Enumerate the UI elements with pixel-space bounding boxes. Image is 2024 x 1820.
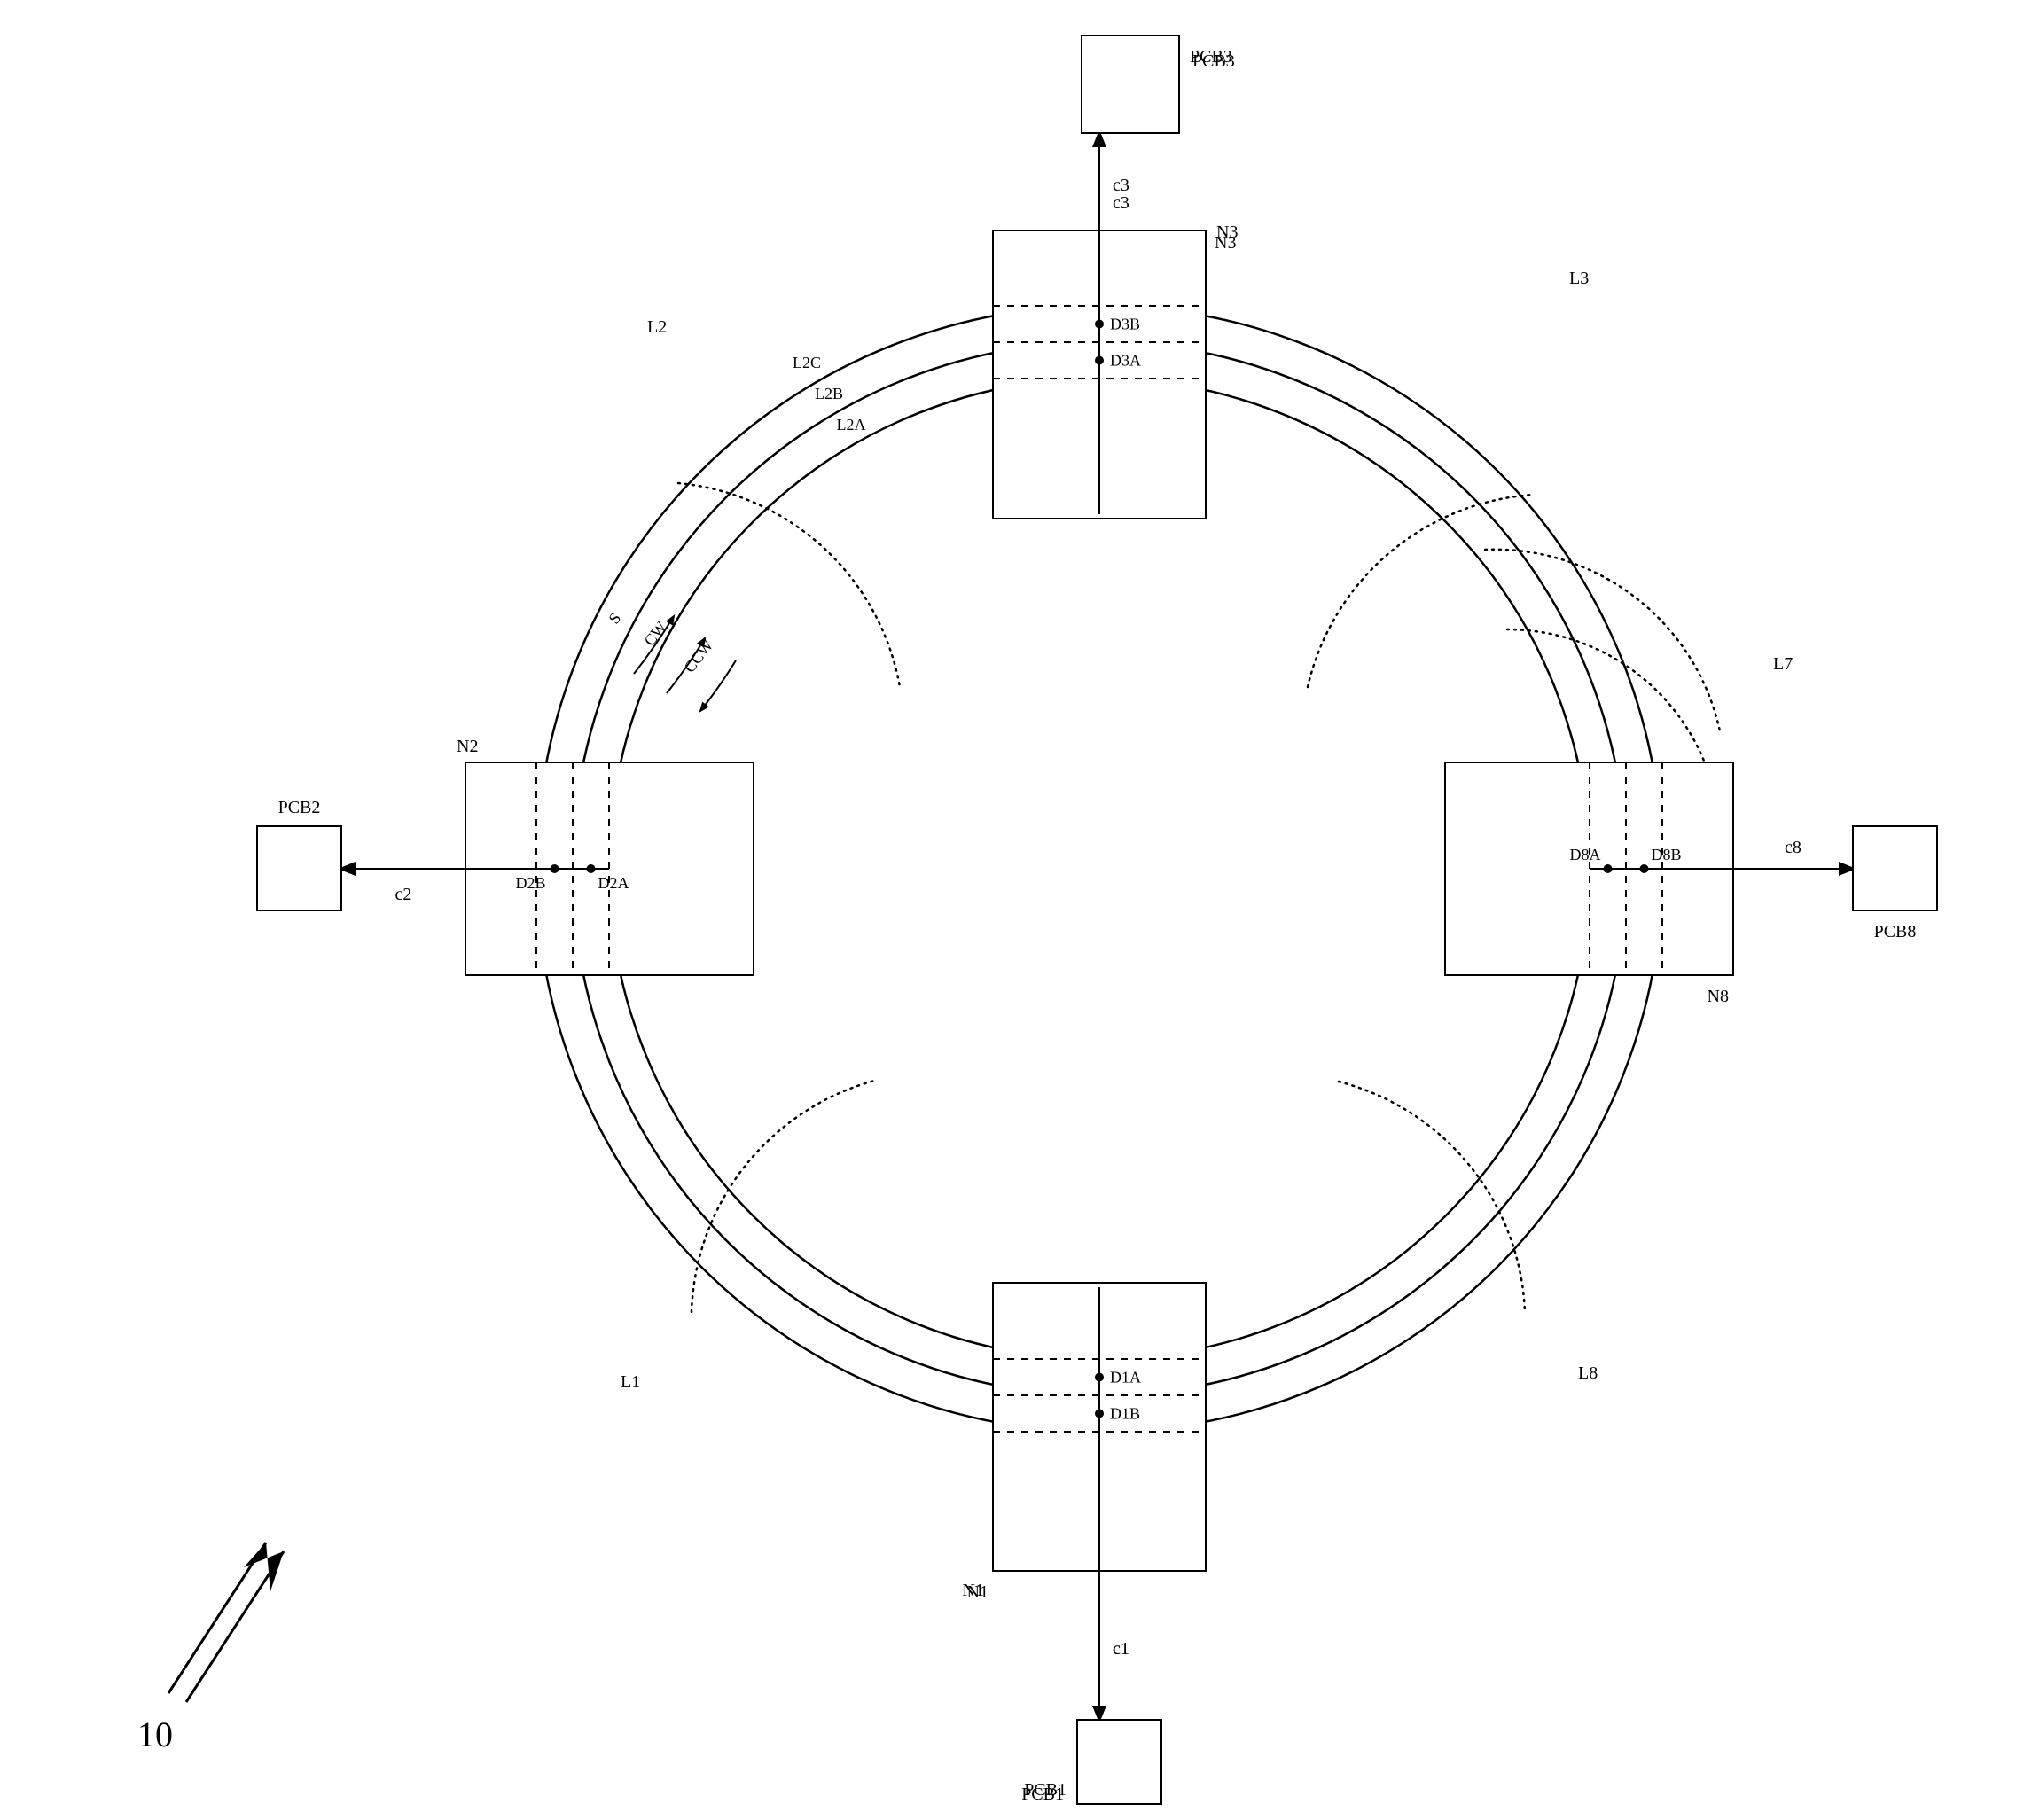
svg-text:c3: c3 bbox=[1113, 176, 1129, 195]
pcb-N8 bbox=[1853, 826, 1937, 910]
ring-network-diagram: D3A D3B D1A D1B D2B D2A D8A D8B S CW CCW N3 c3 PCB3… bbox=[0, 0, 2024, 1820]
dir-label-CW: CW bbox=[640, 618, 670, 649]
svg-text:c2: c2 bbox=[395, 885, 412, 904]
svg-text:PCB2: PCB2 bbox=[278, 798, 321, 817]
svg-text:D1A: D1A bbox=[1110, 1369, 1141, 1386]
svg-text:N3: N3 bbox=[1216, 223, 1238, 242]
svg-text:D8B: D8B bbox=[1652, 846, 1682, 863]
client-N2 bbox=[257, 826, 465, 910]
dir-arrow-CCW bbox=[700, 660, 736, 711]
dir-label-S: S bbox=[605, 609, 624, 627]
ring-inner bbox=[609, 379, 1590, 1359]
svg-text:N8: N8 bbox=[1708, 987, 1729, 1006]
seg-arc-L7a bbox=[1485, 550, 1720, 731]
seg-arc-L1 bbox=[692, 1080, 878, 1312]
svg-text:D3A: D3A bbox=[1110, 352, 1141, 370]
node-N2: D2B D2A bbox=[465, 762, 754, 975]
figure-ref-label: 10 bbox=[137, 1715, 173, 1754]
seg-label-L3: L3 bbox=[1569, 269, 1589, 288]
svg-text:D2B: D2B bbox=[515, 874, 545, 892]
figure-ref: 10 bbox=[137, 1543, 284, 1754]
svg-text:N2: N2 bbox=[457, 737, 478, 756]
ring-label-L2A: L2A bbox=[837, 416, 866, 434]
svg-text:D1B: D1B bbox=[1110, 1405, 1140, 1423]
svg-text:c8: c8 bbox=[1785, 838, 1801, 857]
svg-text:D2A: D2A bbox=[598, 874, 629, 892]
ring-label-L2C: L2C bbox=[793, 354, 821, 371]
seg-label-L2: L2 bbox=[647, 317, 667, 337]
svg-text:PCB8: PCB8 bbox=[1874, 922, 1917, 941]
seg-label-L1: L1 bbox=[621, 1372, 640, 1392]
svg-text:c1: c1 bbox=[1113, 1639, 1129, 1659]
node-N3: D3A D3B bbox=[993, 230, 1206, 519]
pcb-N1 bbox=[1077, 1720, 1161, 1804]
node-N8: D8A D8B bbox=[1445, 762, 1733, 975]
svg-text:PCB3: PCB3 bbox=[1192, 51, 1235, 71]
ring-label-L2B: L2B bbox=[815, 385, 843, 402]
svg-text:D8A: D8A bbox=[1570, 846, 1601, 863]
svg-text:c3: c3 bbox=[1113, 193, 1129, 213]
pcb-N3 bbox=[1082, 35, 1179, 133]
seg-arc-L3 bbox=[1308, 495, 1534, 687]
dir-label-CCW: CCW bbox=[680, 637, 716, 676]
svg-text:D3B: D3B bbox=[1110, 316, 1140, 333]
client-N8 bbox=[1733, 826, 1937, 910]
svg-text:PCB1: PCB1 bbox=[1021, 1785, 1064, 1804]
seg-label-L7: L7 bbox=[1773, 654, 1793, 674]
svg-text:N1: N1 bbox=[967, 1582, 989, 1602]
client-N3 bbox=[1082, 35, 1179, 230]
node-N1: D1A D1B bbox=[993, 1283, 1206, 1571]
pcb-N2 bbox=[257, 826, 341, 910]
seg-label-L8: L8 bbox=[1578, 1363, 1598, 1383]
client-N1 bbox=[1077, 1571, 1161, 1804]
